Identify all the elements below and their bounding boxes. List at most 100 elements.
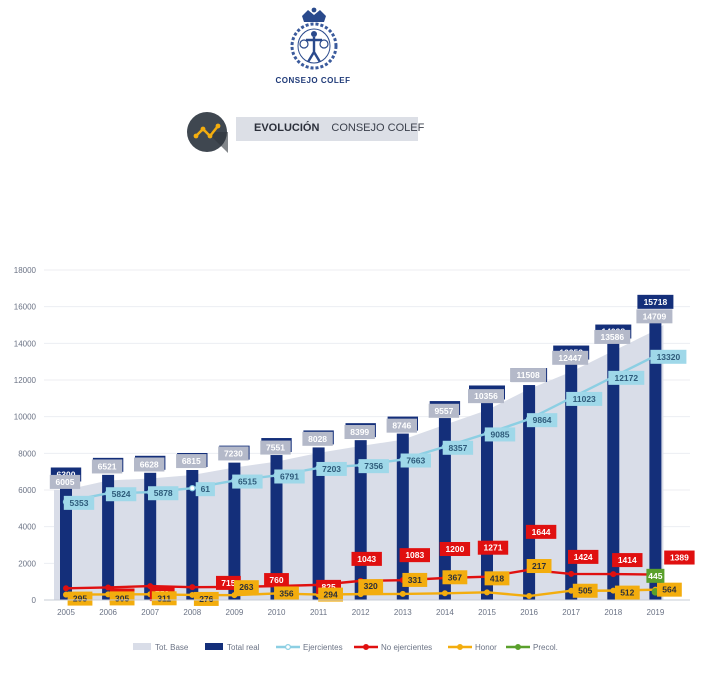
ejercientes-label-box [148, 486, 179, 501]
honor-label-box [572, 583, 598, 598]
honor-label: 564 [662, 585, 676, 595]
ejercientes-label: 7663 [406, 456, 425, 466]
no-ejercientes-label: 1200 [445, 544, 464, 554]
series-point [62, 585, 69, 592]
y-tick-label: 12000 [14, 376, 37, 385]
ejercientes-label-box [195, 482, 215, 497]
honor-label: 356 [279, 588, 293, 598]
ejercientes-label-box [105, 487, 137, 502]
x-tick-label: 2006 [99, 608, 117, 617]
no-ejercientes-label-box [477, 540, 509, 555]
data-labels: 6300682669397091749379078322871990779924… [49, 294, 695, 606]
tot-base-label: 6005 [56, 477, 75, 487]
y-axis: 0 2000 4000 6000 8000 10000 12000 14000 16000 180… [14, 266, 37, 605]
ejercientes-label-box [232, 474, 263, 489]
ejercientes-label: 12172 [614, 373, 638, 383]
tot-base-label: 6628 [140, 459, 159, 469]
no-ejercientes-label: 1043 [357, 554, 376, 564]
tot-base-label-box [636, 309, 673, 324]
total-real-bar [270, 455, 283, 600]
legend-swatch [205, 643, 223, 650]
tot-base-label: 11508 [517, 370, 540, 380]
tot-base-label: 8399 [350, 427, 369, 437]
honor-label-box [526, 559, 552, 574]
logo-text: CONSEJO COLEF [275, 76, 351, 85]
legend-swatch-dot [363, 643, 370, 650]
honor-label: 217 [532, 561, 546, 571]
y-tick-label: 0 [32, 596, 37, 605]
x-tick-label: 2012 [352, 608, 370, 617]
legend-swatch-dot [514, 643, 521, 650]
tot-base-label-box [510, 368, 547, 383]
section-title: EVOLUCIÓN CONSEJO COLEF [254, 122, 424, 134]
honor-label-box [442, 570, 468, 585]
x-tick-label: 2019 [647, 608, 665, 617]
section-title-bold: EVOLUCIÓN [254, 122, 320, 134]
ejercientes-label: 6791 [280, 471, 299, 481]
no-ejercientes-label: 1083 [405, 550, 424, 560]
honor-label-box [109, 591, 135, 606]
honor-label-box [402, 572, 428, 587]
honor-label-box [358, 579, 384, 594]
tot-base-label: 8746 [392, 421, 411, 431]
no-ejercientes-label-box [264, 573, 289, 588]
tot-base-label-box [386, 418, 417, 433]
y-tick-label: 6000 [18, 486, 36, 495]
total-real-bar [565, 362, 578, 600]
tot-base-label: 6815 [182, 456, 201, 466]
ejercientes-label-box [608, 370, 645, 385]
total-real-label: 6300 [57, 470, 76, 480]
legend-label: No ejercientes [381, 643, 432, 652]
honor-label-box [234, 580, 259, 595]
honor-label: 418 [490, 573, 504, 583]
tot-base-label-box [468, 389, 504, 404]
tot-base-label: 13586 [600, 332, 624, 342]
y-tick-label: 2000 [18, 559, 36, 568]
x-tick-label: 2011 [310, 608, 328, 617]
x-tick-label: 2008 [183, 608, 201, 617]
no-ejercientes-label: 1644 [532, 527, 551, 537]
ejercientes-label-box [274, 469, 305, 484]
no-ejercientes-label-box [525, 524, 557, 539]
trend-line-icon [187, 112, 228, 153]
no-ejercientes-label: 1424 [574, 552, 593, 562]
tot-base-label-box [302, 431, 333, 446]
ejercientes-label-box [526, 413, 558, 428]
y-tick-label: 14000 [14, 339, 37, 348]
total-real-bar [60, 484, 72, 600]
no-ejercientes-label: 825 [322, 582, 336, 592]
y-tick-label: 10000 [14, 413, 37, 422]
series-point [441, 590, 448, 597]
legend-label: Total real [227, 643, 260, 652]
tot-base-label-box [594, 329, 631, 344]
honor-label-box [657, 582, 682, 597]
x-axis: 2005 2006 2007 2008 2009 2010 2011 2012 2013 2014… [44, 599, 690, 617]
series-point [105, 584, 112, 591]
no-ejercientes-label: 1271 [484, 543, 503, 553]
x-tick-label: 2016 [520, 608, 538, 617]
no-ejercientes-label-box [351, 551, 382, 566]
tot-base-label: 10356 [474, 391, 498, 401]
no-ejercientes-label-box [439, 542, 471, 556]
legend-swatch-dot [457, 643, 464, 650]
total-real-bar [523, 385, 536, 600]
honor-label: 505 [578, 586, 592, 596]
x-tick-label: 2015 [478, 608, 496, 617]
honor-label: 276 [199, 594, 213, 604]
x-tick-label: 2013 [394, 608, 412, 617]
tot-base-label-box [428, 403, 460, 418]
ejercientes-label-box [566, 391, 603, 406]
honor-label: 305 [115, 593, 129, 603]
ejercientes-label-box [442, 440, 474, 455]
total-real-bar [228, 462, 241, 600]
ejercientes-label-box [650, 349, 687, 364]
honor-label: 263 [239, 582, 253, 592]
series-total-real-bars [60, 311, 662, 600]
legend-label: Tot. Base [155, 643, 189, 652]
no-ejercientes-label-box [568, 549, 599, 564]
x-tick-label: 2009 [226, 608, 244, 617]
no-ejercientes-label-box [399, 548, 430, 563]
total-real-label: 15718 [644, 297, 668, 307]
tot-base-label-box [260, 440, 291, 455]
